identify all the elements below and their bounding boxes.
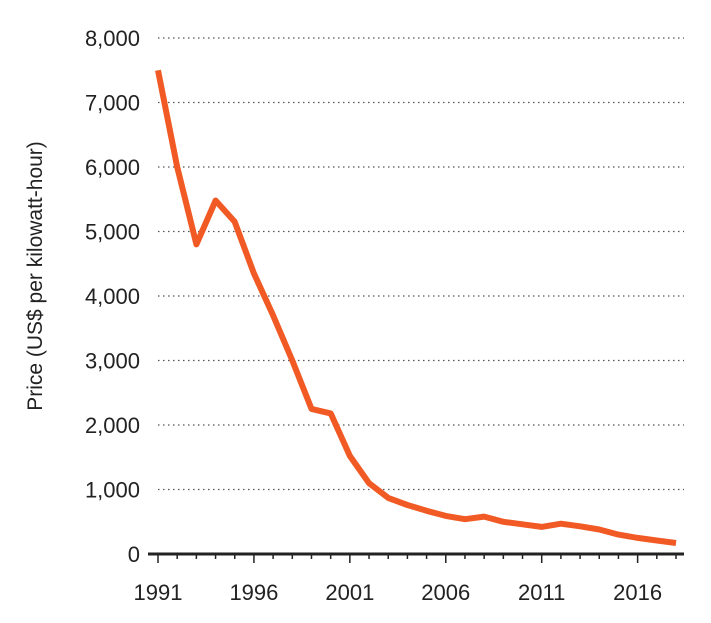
y-axis-title: Price (US$ per kilowatt-hour) <box>24 141 47 411</box>
y-tick-label: 3,000 <box>85 349 140 374</box>
y-tick-label: 0 <box>128 542 140 567</box>
x-tick-label: 2016 <box>613 580 662 605</box>
labels: 0 1,000 2,000 3,000 4,000 5,000 6,000 7,000 8,00… <box>85 26 662 605</box>
y-tick-label: 7,000 <box>85 91 140 116</box>
series-line <box>155 69 677 546</box>
x-tick-label: 2006 <box>421 580 470 605</box>
y-tick-label: 1,000 <box>85 478 140 503</box>
x-tick-label: 2001 <box>325 580 374 605</box>
x-tick-label: 1996 <box>229 580 278 605</box>
y-tick-label: 5,000 <box>85 220 140 245</box>
y-tick-label: 4,000 <box>85 284 140 309</box>
series <box>155 69 677 546</box>
y-tick-label: 6,000 <box>85 155 140 180</box>
x-tick-label: 2011 <box>518 580 565 605</box>
axes <box>148 552 684 563</box>
gridlines <box>158 37 684 491</box>
y-tick-label: 2,000 <box>85 413 140 438</box>
x-tick-label: 1991 <box>134 580 183 605</box>
y-tick-label: 8,000 <box>85 26 140 51</box>
